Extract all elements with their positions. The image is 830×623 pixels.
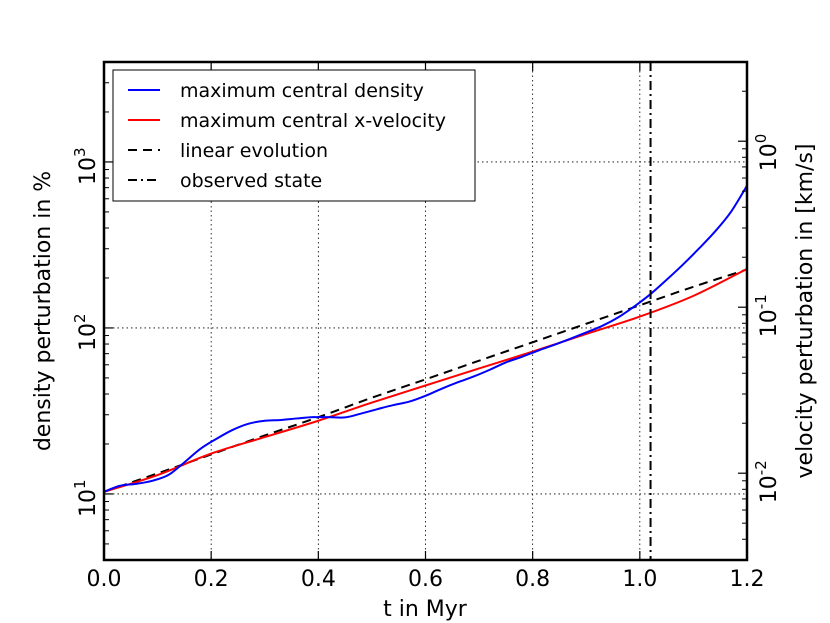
y-right-tick-label: 100 xyxy=(752,134,782,172)
x-tick-label: 1.0 xyxy=(622,567,657,592)
legend-entry-label: maximum central density xyxy=(180,80,424,102)
tick-labels: 0.0 0.2 0.4 0.6 0.8 1.0 1.2 101 102 103 10-2 10-1 10… xyxy=(71,134,782,592)
x-tick-label: 0.4 xyxy=(301,567,336,592)
series-maximum-central-x-velocity-line xyxy=(104,267,747,493)
y-left-tick-label: 101 xyxy=(71,479,101,517)
x-tick-label: 0.6 xyxy=(408,567,443,592)
y-axis-left-label: density perturbation in % xyxy=(31,171,56,451)
tick-marks xyxy=(103,61,748,561)
legend-box xyxy=(112,69,476,202)
x-tick-label: 0.2 xyxy=(194,567,229,592)
legend-entry-label: linear evolution xyxy=(180,140,328,162)
x-tick-label: 0.8 xyxy=(515,567,550,592)
legend-entry-label: maximum central x-velocity xyxy=(180,110,446,132)
gridlines xyxy=(104,62,747,560)
x-tick-label: 0.0 xyxy=(87,567,122,592)
y-axis-right-label: velocity perturbation in [km/s] xyxy=(793,144,818,479)
series-maximum-central-density-line xyxy=(104,185,747,493)
y-right-tick-label: 10-1 xyxy=(752,294,782,337)
legend: maximum central density maximum central x… xyxy=(112,69,476,202)
series-group xyxy=(104,62,747,560)
legend-entry-label: observed state xyxy=(180,170,322,192)
y-right-tick-label: 10-2 xyxy=(752,460,782,503)
x-axis-label: t in Myr xyxy=(383,597,468,622)
y-left-tick-label: 102 xyxy=(71,313,101,351)
x-tick-label: 1.2 xyxy=(730,567,765,592)
y-left-tick-label: 103 xyxy=(71,147,101,185)
